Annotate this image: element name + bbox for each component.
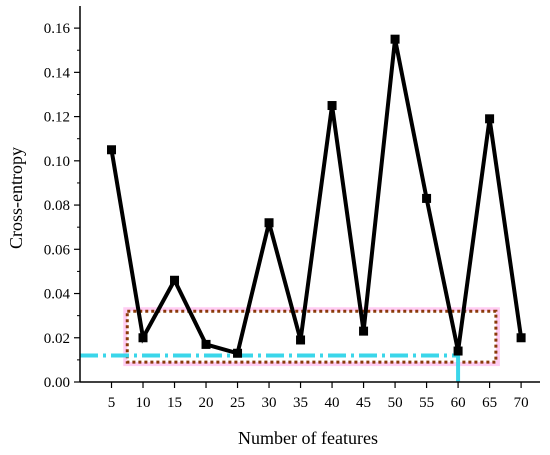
x-tick-label: 25 — [230, 395, 245, 411]
x-tick-label: 15 — [167, 395, 182, 411]
y-tick-label: 0.16 — [44, 21, 71, 37]
x-tick-label: 20 — [199, 395, 214, 411]
y-tick-label: 0.12 — [44, 110, 70, 126]
data-point — [264, 218, 274, 228]
x-tick-label: 60 — [451, 395, 466, 411]
data-point — [138, 333, 148, 343]
data-point — [485, 114, 495, 124]
x-tick-label: 55 — [419, 395, 434, 411]
data-point — [201, 339, 211, 349]
data-point — [170, 275, 180, 285]
y-tick-label: 0.02 — [44, 331, 70, 347]
x-tick-label: 70 — [514, 395, 529, 411]
x-tick-label: 10 — [136, 395, 151, 411]
y-tick-label: 0.08 — [44, 198, 70, 214]
x-tick-label: 65 — [482, 395, 497, 411]
tick-labels: 0.00 0.02 0.04 0.06 0.08 0.10 0.12 0.14 0.16 5 10 1… — [44, 21, 529, 411]
x-tick-label: 40 — [325, 395, 340, 411]
y-tick-label: 0.06 — [44, 242, 71, 258]
series-layer — [107, 34, 526, 358]
highlight-box-glow — [123, 307, 500, 367]
data-point — [107, 145, 117, 155]
x-tick-label: 30 — [262, 395, 277, 411]
x-axis-title: Number of features — [238, 428, 378, 448]
series-line — [109, 38, 524, 356]
annotation-layer — [80, 307, 500, 382]
data-point — [296, 335, 306, 345]
data-point — [453, 346, 463, 356]
x-tick-label: 50 — [388, 395, 403, 411]
x-tick-label: 35 — [293, 395, 308, 411]
x-tick-label: 5 — [108, 395, 116, 411]
y-tick-label: 0.14 — [44, 65, 71, 81]
data-point — [390, 34, 400, 44]
data-point — [327, 101, 337, 111]
y-axis-title: Cross-entropy — [6, 147, 26, 249]
x-tick-label: 45 — [356, 395, 371, 411]
y-tick-label: 0.10 — [44, 154, 70, 170]
data-point — [422, 193, 432, 203]
data-point — [516, 333, 526, 343]
axes — [74, 6, 540, 388]
y-tick-label: 0.04 — [44, 287, 71, 303]
data-point — [233, 348, 243, 358]
y-tick-label: 0.00 — [44, 375, 70, 391]
data-point — [359, 326, 369, 336]
